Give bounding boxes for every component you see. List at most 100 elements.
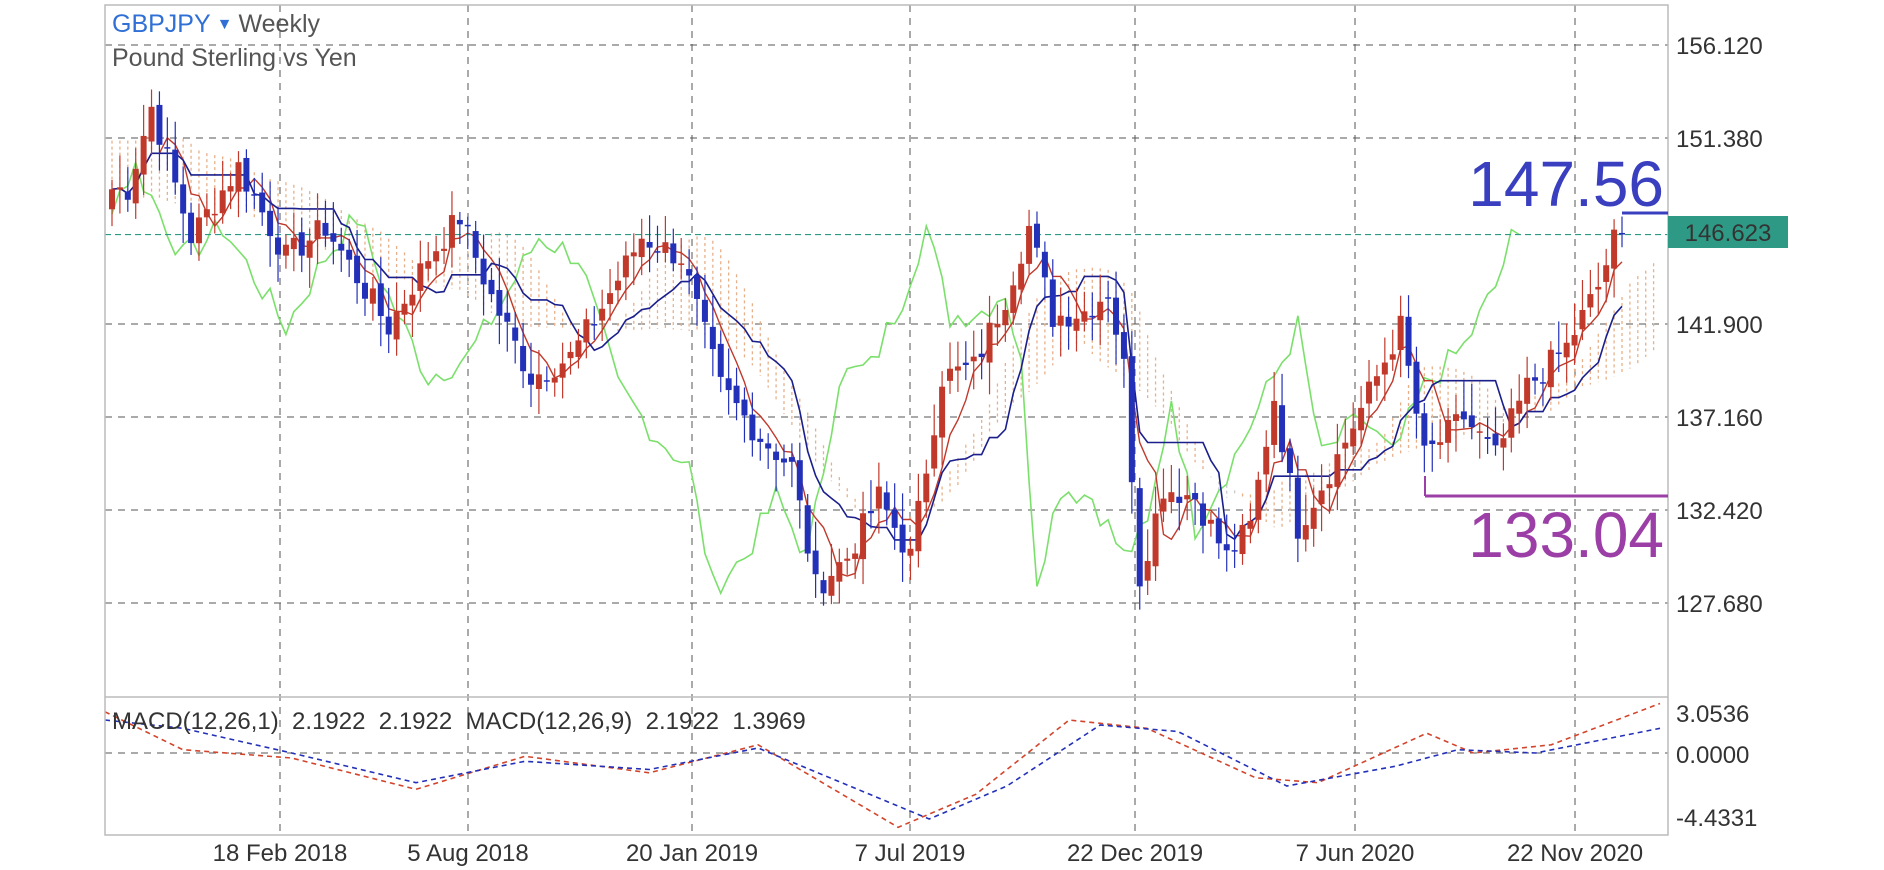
candle-bull: [1437, 442, 1444, 445]
candle-bull: [1318, 490, 1325, 505]
candle-bear: [1041, 251, 1048, 278]
candle-bull: [662, 242, 669, 253]
candle-bear: [267, 210, 274, 237]
candle-bull: [203, 209, 210, 218]
candle-bull: [109, 189, 115, 210]
candle-bull: [939, 386, 946, 438]
candle-bear: [717, 343, 724, 377]
candle-bear: [259, 192, 266, 213]
candle-bull: [1263, 446, 1270, 475]
candle-bear: [962, 362, 969, 366]
candle-bear: [464, 224, 471, 227]
candle-bull: [1373, 376, 1380, 386]
candle-bear: [1199, 503, 1206, 526]
candle-bull: [575, 340, 582, 357]
candle-bull: [607, 293, 614, 305]
candle-bear: [1128, 356, 1135, 483]
candle-bull: [148, 106, 155, 142]
candle-bull: [1010, 285, 1017, 313]
candle-bull: [875, 486, 882, 509]
candle-bear: [1049, 279, 1056, 327]
candle-bear: [1089, 315, 1096, 318]
candle-bull: [986, 322, 993, 363]
candle-bull: [630, 252, 637, 257]
candle-bull: [1476, 431, 1483, 433]
candle-bull: [1547, 349, 1554, 388]
candle-bull: [1516, 400, 1523, 414]
candle-bear: [1033, 223, 1040, 248]
candle-bull: [1018, 263, 1025, 290]
candle-bull: [907, 548, 914, 556]
candle-bull: [441, 248, 448, 251]
candle-bear: [646, 242, 653, 248]
candle-bull: [417, 263, 424, 291]
candle-bear: [788, 457, 795, 462]
candle-bear: [670, 243, 677, 264]
candle-bull: [1452, 414, 1459, 422]
date-tick-label: 7 Jul 2019: [855, 840, 966, 867]
date-tick-label: 18 Feb 2018: [213, 840, 348, 867]
macd-panel: [104, 702, 1661, 829]
candle-bull: [1381, 362, 1388, 375]
candle-bear: [1619, 232, 1625, 235]
tenkan-line: [111, 136, 1623, 577]
candle-bull: [836, 562, 843, 582]
candle-bear: [883, 492, 890, 510]
candle-bear: [354, 255, 361, 284]
price-tick-label: 141.900: [1676, 312, 1763, 339]
candle-bear: [1192, 492, 1199, 500]
candle-bear: [1413, 361, 1420, 414]
triangle-down-icon[interactable]: ▼: [216, 16, 233, 33]
candle-bull: [860, 513, 867, 560]
candle-bear: [172, 149, 179, 183]
candle-bear: [243, 157, 250, 192]
candle-bull: [970, 356, 977, 362]
candle-bull: [583, 319, 590, 343]
candle-bull: [393, 311, 400, 340]
candle-bear: [330, 233, 337, 242]
macd-tick-label: 3.0536: [1676, 701, 1749, 728]
timeframe-label[interactable]: Weekly: [238, 10, 321, 38]
candle-bull: [282, 244, 289, 256]
candle-bear: [188, 212, 195, 244]
candle-bear: [377, 283, 384, 317]
candle-bear: [480, 258, 487, 285]
candle-bear: [780, 458, 787, 463]
macd-signal-line: [104, 702, 1661, 829]
candle-bear: [1484, 437, 1491, 439]
candle-bull: [1207, 519, 1214, 524]
macd-tick-label: -4.4331: [1676, 805, 1757, 832]
candle-bull: [409, 294, 416, 306]
price-tick-label: 156.120: [1676, 33, 1763, 60]
date-tick-label: 5 Aug 2018: [407, 840, 528, 867]
candle-bear: [1231, 550, 1238, 552]
symbol-label[interactable]: GBPJPY: [112, 10, 211, 38]
price-axis: 156.120 151.380 141.900 137.160 132.420 …: [1676, 33, 1763, 618]
candle-bull: [314, 220, 321, 240]
candle-bull: [1508, 408, 1515, 438]
candle-bear: [504, 312, 511, 322]
candle-bull: [1397, 315, 1404, 351]
candle-bear: [1429, 440, 1436, 445]
candle-bear: [543, 380, 550, 382]
candle-bull: [1184, 495, 1191, 500]
candle-bear: [1176, 496, 1183, 503]
date-tick-label: 7 Jun 2020: [1296, 840, 1415, 867]
candle-bear: [1105, 297, 1112, 299]
candle-bull: [433, 251, 440, 262]
candle-bull: [954, 366, 961, 371]
candle-bull: [1366, 381, 1373, 404]
candle-bear: [156, 104, 163, 145]
candle-bull: [1057, 315, 1064, 326]
candle-bear: [1492, 433, 1499, 446]
candle-bear: [773, 451, 780, 460]
candle-bull: [1389, 354, 1396, 360]
candle-bull: [132, 168, 139, 204]
candle-bull: [1073, 318, 1080, 331]
candle-bull: [638, 238, 645, 258]
candle-bear: [654, 251, 661, 253]
candle-bear: [796, 460, 803, 501]
date-tick-label: 22 Dec 2019: [1067, 840, 1203, 867]
chart-frame: [104, 4, 1669, 836]
candle-bull: [219, 190, 226, 214]
